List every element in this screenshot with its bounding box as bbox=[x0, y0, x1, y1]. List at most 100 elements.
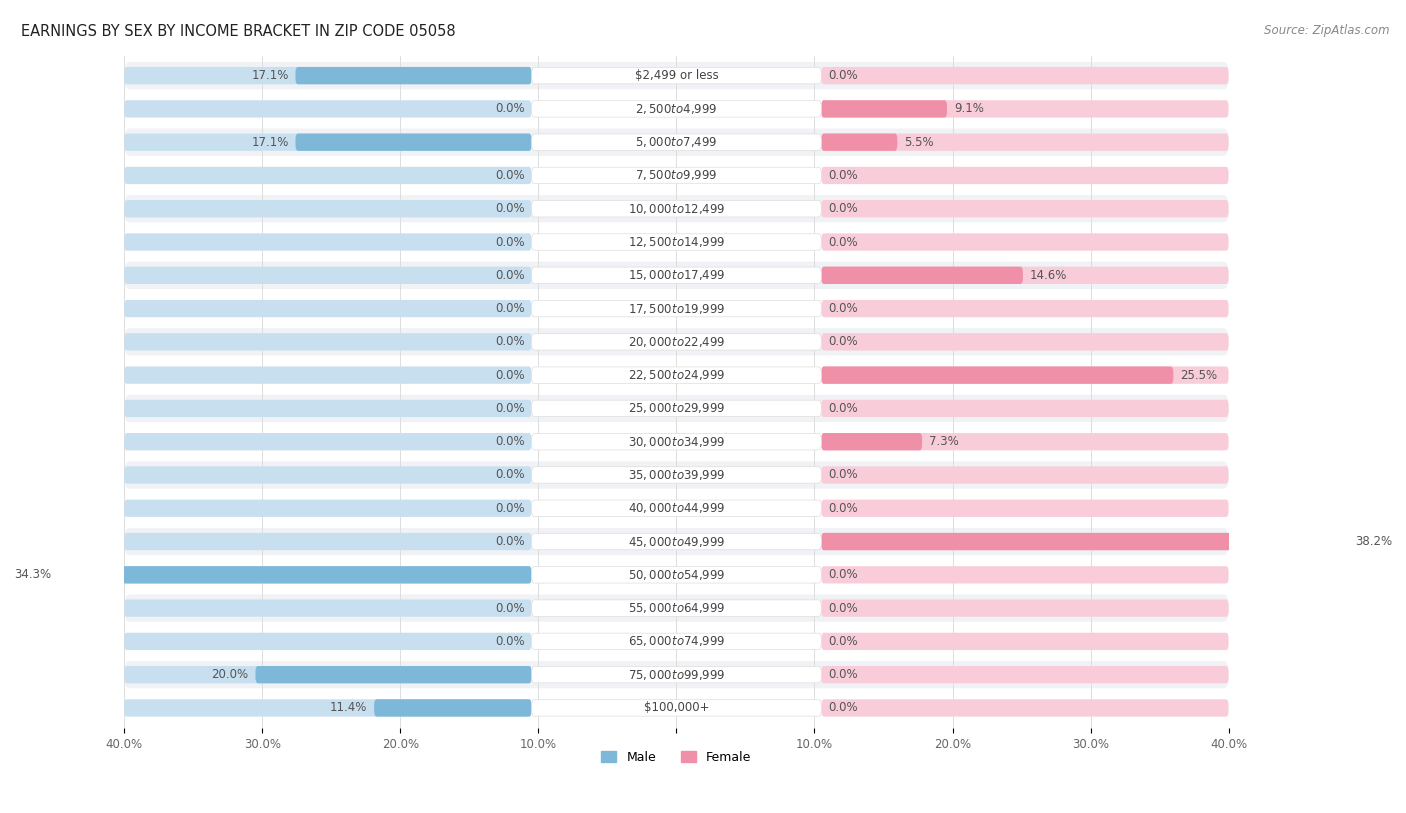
FancyBboxPatch shape bbox=[124, 566, 531, 584]
FancyBboxPatch shape bbox=[124, 262, 1229, 289]
FancyBboxPatch shape bbox=[531, 267, 821, 284]
Text: 11.4%: 11.4% bbox=[330, 702, 367, 715]
FancyBboxPatch shape bbox=[821, 599, 1229, 617]
FancyBboxPatch shape bbox=[821, 367, 1229, 384]
FancyBboxPatch shape bbox=[124, 533, 531, 550]
FancyBboxPatch shape bbox=[821, 133, 1229, 151]
Text: 0.0%: 0.0% bbox=[828, 169, 858, 182]
Text: $35,000 to $39,999: $35,000 to $39,999 bbox=[627, 468, 725, 482]
FancyBboxPatch shape bbox=[821, 100, 1229, 118]
Text: $100,000+: $100,000+ bbox=[644, 702, 709, 715]
FancyBboxPatch shape bbox=[531, 300, 821, 317]
FancyBboxPatch shape bbox=[295, 67, 531, 85]
Text: $10,000 to $12,499: $10,000 to $12,499 bbox=[627, 202, 725, 215]
FancyBboxPatch shape bbox=[124, 599, 531, 617]
FancyBboxPatch shape bbox=[58, 566, 531, 584]
Legend: Male, Female: Male, Female bbox=[596, 746, 756, 769]
Text: $30,000 to $34,999: $30,000 to $34,999 bbox=[627, 435, 725, 449]
Text: 20.0%: 20.0% bbox=[211, 668, 249, 681]
Text: $17,500 to $19,999: $17,500 to $19,999 bbox=[627, 302, 725, 315]
Text: 0.0%: 0.0% bbox=[828, 502, 858, 515]
FancyBboxPatch shape bbox=[821, 133, 897, 151]
FancyBboxPatch shape bbox=[124, 133, 531, 151]
FancyBboxPatch shape bbox=[124, 167, 531, 184]
FancyBboxPatch shape bbox=[821, 267, 1024, 284]
FancyBboxPatch shape bbox=[821, 100, 948, 118]
FancyBboxPatch shape bbox=[531, 134, 821, 150]
FancyBboxPatch shape bbox=[124, 328, 1229, 355]
Text: 0.0%: 0.0% bbox=[828, 69, 858, 82]
FancyBboxPatch shape bbox=[531, 201, 821, 217]
Text: 0.0%: 0.0% bbox=[828, 402, 858, 415]
FancyBboxPatch shape bbox=[124, 666, 531, 683]
Text: $55,000 to $64,999: $55,000 to $64,999 bbox=[627, 601, 725, 615]
Text: 0.0%: 0.0% bbox=[495, 502, 524, 515]
FancyBboxPatch shape bbox=[821, 500, 1229, 517]
FancyBboxPatch shape bbox=[531, 600, 821, 616]
FancyBboxPatch shape bbox=[124, 661, 1229, 689]
FancyBboxPatch shape bbox=[531, 400, 821, 416]
Text: $50,000 to $54,999: $50,000 to $54,999 bbox=[627, 567, 725, 582]
FancyBboxPatch shape bbox=[531, 700, 821, 716]
Text: $2,500 to $4,999: $2,500 to $4,999 bbox=[636, 102, 717, 116]
FancyBboxPatch shape bbox=[124, 333, 531, 350]
Text: 0.0%: 0.0% bbox=[828, 702, 858, 715]
FancyBboxPatch shape bbox=[531, 667, 821, 683]
Text: $25,000 to $29,999: $25,000 to $29,999 bbox=[628, 402, 725, 415]
Text: $65,000 to $74,999: $65,000 to $74,999 bbox=[627, 634, 725, 649]
Text: $15,000 to $17,499: $15,000 to $17,499 bbox=[627, 268, 725, 282]
Text: 0.0%: 0.0% bbox=[495, 169, 524, 182]
Text: 0.0%: 0.0% bbox=[495, 236, 524, 249]
FancyBboxPatch shape bbox=[821, 699, 1229, 716]
Text: $12,500 to $14,999: $12,500 to $14,999 bbox=[627, 235, 725, 249]
FancyBboxPatch shape bbox=[124, 594, 1229, 622]
FancyBboxPatch shape bbox=[821, 233, 1229, 250]
FancyBboxPatch shape bbox=[124, 467, 531, 484]
Text: EARNINGS BY SEX BY INCOME BRACKET IN ZIP CODE 05058: EARNINGS BY SEX BY INCOME BRACKET IN ZIP… bbox=[21, 24, 456, 39]
FancyBboxPatch shape bbox=[124, 67, 531, 85]
FancyBboxPatch shape bbox=[124, 367, 531, 384]
Text: 0.0%: 0.0% bbox=[828, 302, 858, 315]
Text: 17.1%: 17.1% bbox=[252, 69, 288, 82]
FancyBboxPatch shape bbox=[531, 467, 821, 483]
Text: $20,000 to $22,499: $20,000 to $22,499 bbox=[627, 335, 725, 349]
FancyBboxPatch shape bbox=[821, 167, 1229, 184]
Text: 0.0%: 0.0% bbox=[495, 269, 524, 282]
FancyBboxPatch shape bbox=[124, 200, 531, 217]
FancyBboxPatch shape bbox=[124, 128, 1229, 156]
Text: 0.0%: 0.0% bbox=[495, 635, 524, 648]
FancyBboxPatch shape bbox=[531, 101, 821, 117]
Text: 0.0%: 0.0% bbox=[828, 668, 858, 681]
FancyBboxPatch shape bbox=[531, 567, 821, 583]
FancyBboxPatch shape bbox=[531, 533, 821, 550]
Text: 0.0%: 0.0% bbox=[495, 402, 524, 415]
FancyBboxPatch shape bbox=[821, 367, 1174, 384]
FancyBboxPatch shape bbox=[821, 533, 1348, 550]
FancyBboxPatch shape bbox=[821, 67, 1229, 85]
Text: 0.0%: 0.0% bbox=[495, 335, 524, 348]
FancyBboxPatch shape bbox=[531, 333, 821, 350]
Text: 0.0%: 0.0% bbox=[828, 335, 858, 348]
FancyBboxPatch shape bbox=[124, 233, 531, 250]
FancyBboxPatch shape bbox=[295, 133, 531, 151]
Text: $5,000 to $7,499: $5,000 to $7,499 bbox=[636, 135, 717, 149]
Text: 0.0%: 0.0% bbox=[495, 102, 524, 115]
Text: 34.3%: 34.3% bbox=[14, 568, 51, 581]
Text: 5.5%: 5.5% bbox=[904, 136, 934, 149]
Text: 0.0%: 0.0% bbox=[495, 602, 524, 615]
Text: 38.2%: 38.2% bbox=[1355, 535, 1393, 548]
FancyBboxPatch shape bbox=[821, 533, 1229, 550]
Text: 0.0%: 0.0% bbox=[495, 435, 524, 448]
FancyBboxPatch shape bbox=[124, 395, 1229, 422]
Text: 0.0%: 0.0% bbox=[828, 236, 858, 249]
Text: $40,000 to $44,999: $40,000 to $44,999 bbox=[627, 502, 725, 515]
Text: 0.0%: 0.0% bbox=[828, 635, 858, 648]
FancyBboxPatch shape bbox=[374, 699, 531, 716]
Text: 9.1%: 9.1% bbox=[953, 102, 984, 115]
Text: 0.0%: 0.0% bbox=[828, 468, 858, 481]
FancyBboxPatch shape bbox=[531, 167, 821, 184]
FancyBboxPatch shape bbox=[531, 500, 821, 516]
FancyBboxPatch shape bbox=[124, 433, 531, 450]
FancyBboxPatch shape bbox=[821, 433, 922, 450]
FancyBboxPatch shape bbox=[821, 200, 1229, 217]
